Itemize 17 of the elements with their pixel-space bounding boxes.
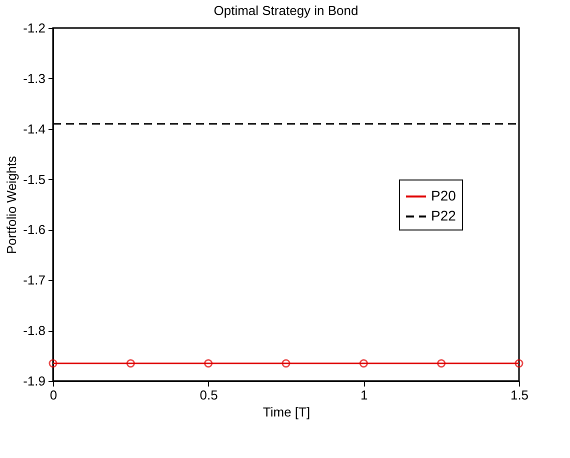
y-tick-label: -1.5 [23, 172, 46, 187]
x-tick-label: 1.5 [510, 388, 529, 402]
y-tick-label: -1.6 [23, 222, 46, 238]
x-axis-title: Time [T] [262, 404, 310, 420]
x-tick-label: 1 [360, 388, 368, 402]
y-tick-label: -1.3 [23, 70, 46, 86]
y-axis-title: Portfolio Weights [4, 155, 20, 254]
y-tick-label: -1.4 [23, 121, 46, 136]
legend-label: P20 [431, 188, 456, 204]
x-tick-label: 0 [50, 388, 58, 402]
y-tick-label: -1.8 [23, 323, 46, 338]
x-tick-label: 0.5 [200, 388, 218, 402]
y-tick-label: -1.7 [23, 272, 46, 288]
legend-label: P22 [431, 208, 456, 224]
chart-title: Optimal Strategy in Bond [214, 3, 358, 18]
y-tick-label: -1.9 [23, 374, 46, 388]
y-tick-label: -1.2 [23, 20, 46, 36]
